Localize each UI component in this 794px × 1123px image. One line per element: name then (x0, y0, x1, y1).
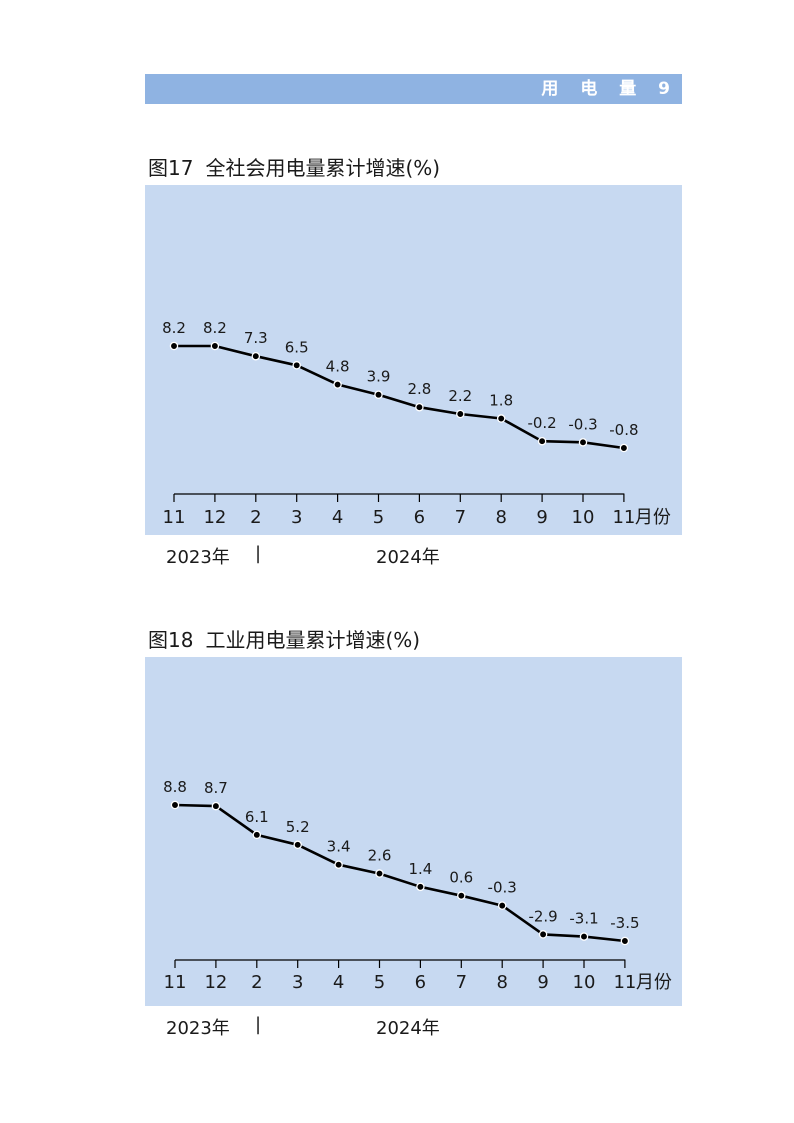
x-tick-label: 4 (333, 972, 344, 993)
data-point (456, 409, 465, 419)
data-label: 7.3 (244, 329, 268, 347)
data-point (169, 341, 179, 351)
data-point (252, 830, 262, 840)
chart-17-svg: 11 12 2 3 4 5 6 7 8 9 10 11 月份8.2 8.27.36.54.83.92.8 2… (162, 319, 671, 528)
x-tick-label: 12 (204, 972, 227, 993)
chart-panel-17: 11 12 2 3 4 5 6 7 8 9 10 11 月份 8.2 8.2 7.3 6.5 4.8 3.9 2.8 2… (145, 185, 682, 535)
data-label: 0.6 (449, 869, 473, 887)
data-point (293, 840, 302, 850)
data-point (497, 901, 507, 910)
data-label: 3.4 (327, 838, 351, 856)
x-tick-label: 12 (203, 507, 226, 528)
year-separator: | (255, 543, 262, 564)
data-point (251, 351, 261, 361)
data-label: 8.2 (162, 319, 186, 337)
year-2023-label: 2023年 (166, 547, 230, 568)
data-point (211, 801, 221, 811)
header-label: 用 电 量 9 (541, 79, 678, 99)
series-line (174, 803, 626, 943)
x-tick-label: 11 (163, 507, 186, 528)
data-point (537, 436, 547, 446)
data-label: -0.3 (568, 415, 597, 433)
figure-17-number: 图17 (148, 156, 194, 180)
x-tick-label: 8 (495, 507, 506, 528)
data-point (415, 402, 424, 412)
data-point (579, 932, 589, 941)
data-point (375, 869, 384, 878)
data-label: -0.8 (609, 421, 638, 439)
x-tick-label: 10 (572, 507, 595, 528)
data-label: 2.6 (368, 847, 392, 865)
data-label: 2.2 (448, 387, 472, 405)
figure-18-number: 图18 (148, 628, 194, 652)
x-tick-label: 9 (537, 972, 548, 993)
data-point (619, 443, 629, 453)
data-label: 5.2 (286, 818, 310, 836)
year-row-17: 2023年 | 2024年 (145, 543, 682, 573)
data-label: 8.2 (203, 319, 227, 337)
data-label: -0.3 (488, 879, 517, 897)
x-tick-label: 7 (455, 507, 466, 528)
figure-17-title: 图17 全社会用电量累计增速(%) (148, 152, 440, 181)
header-bar: 用 电 量 9 (145, 74, 682, 104)
series-line (174, 344, 625, 450)
x-tick-label: 5 (373, 507, 384, 528)
data-point (334, 860, 343, 869)
x-tick-label: 4 (332, 507, 343, 528)
x-tick-label: 11 (613, 972, 636, 993)
x-tick-label: 11 (164, 972, 187, 993)
figure-18-caption: 工业用电量累计增速(%) (205, 628, 421, 652)
data-point (374, 390, 383, 399)
year-2024-label: 2024年 (376, 1018, 440, 1039)
figure-18-title: 图18 工业用电量累计增速(%) (148, 624, 420, 653)
year-2024-label: 2024年 (376, 547, 440, 568)
chart-panel-18: 11 12 2 3 4 5 6 7 8 9 10 11 月份 8.8 8.7 6.1 5.2 3.4 2.6 1.4 0… (145, 657, 682, 1006)
data-point (333, 380, 342, 389)
data-label: 1.8 (489, 392, 513, 410)
x-tick-label: 10 (573, 972, 596, 993)
data-label: 3.9 (367, 368, 391, 386)
data-label: -0.2 (527, 414, 556, 432)
year-row-18: 2023年 | 2024年 (145, 1014, 682, 1044)
data-point (457, 891, 466, 900)
data-label: 6.5 (285, 338, 309, 356)
data-point (496, 414, 506, 423)
data-label: 6.1 (245, 808, 269, 826)
x-tick-label: 9 (536, 507, 547, 528)
data-point (578, 438, 588, 447)
data-point (416, 882, 425, 892)
data-point (170, 800, 180, 810)
year-2023-label: 2023年 (166, 1018, 230, 1039)
x-tick-label: 5 (374, 972, 385, 993)
x-tick-label: 7 (456, 972, 467, 993)
x-tick-label: 6 (415, 972, 426, 993)
year-separator: | (255, 1014, 262, 1035)
x-tick-label: 6 (414, 507, 425, 528)
x-tick-label: 2 (251, 972, 262, 993)
x-tick-label: 11 (612, 507, 635, 528)
x-tick-label: 2 (250, 507, 261, 528)
data-point (538, 930, 548, 939)
x-tick-label: 8 (496, 972, 507, 993)
x-tick-label: 3 (292, 972, 303, 993)
data-label: 2.8 (407, 380, 431, 398)
x-axis-unit-label: 月份 (636, 972, 672, 993)
data-label: 8.8 (163, 778, 187, 796)
data-label: -3.5 (610, 914, 639, 932)
data-label: 1.4 (408, 860, 432, 878)
data-label: -2.9 (528, 907, 557, 925)
data-point (292, 361, 301, 370)
data-label: -3.1 (569, 910, 598, 928)
data-label: 4.8 (326, 358, 350, 376)
data-point (210, 341, 220, 351)
x-tick-label: 3 (291, 507, 302, 528)
data-label: 8.7 (204, 779, 228, 797)
chart-18-svg: 11 12 2 3 4 5 6 7 8 9 10 11 月份8.8 8.76.15.23.4 2.61.4 0… (163, 778, 672, 993)
data-point (620, 936, 630, 946)
x-axis-unit-label: 月份 (635, 507, 671, 528)
figure-17-caption: 全社会用电量累计增速(%) (205, 156, 441, 180)
